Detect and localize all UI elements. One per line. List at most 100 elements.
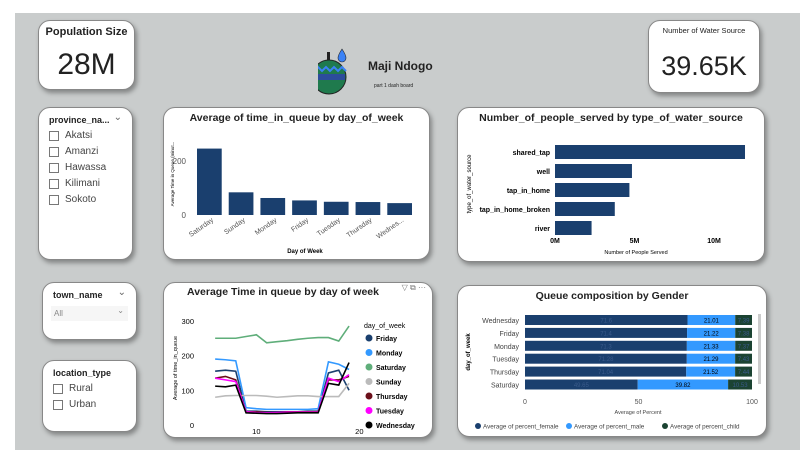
checkbox[interactable] [53, 383, 63, 394]
x-tick-label: 20 [355, 427, 363, 436]
checkbox[interactable] [49, 162, 59, 173]
bar-segment[interactable] [728, 379, 752, 390]
x-tick-label: Wednes... [376, 217, 406, 241]
series-line[interactable] [215, 358, 350, 411]
province-slicer[interactable]: province_na... ⌄ Akatsi Amanzi Hawassa Kili… [38, 107, 133, 260]
logo: Maji Ndogo part 1 dash board [311, 45, 448, 97]
scrollbar[interactable] [758, 314, 761, 384]
logo-subtitle: part 1 dash board [374, 83, 414, 89]
bar[interactable] [260, 197, 286, 215]
bar-segment[interactable] [525, 340, 687, 351]
option-label: Kilimani [65, 178, 101, 189]
bar-segment[interactable] [687, 315, 736, 325]
y-tick-label: river [535, 226, 550, 233]
town-slicer-title: town_name [53, 290, 103, 300]
checkbox[interactable] [53, 399, 63, 410]
y-tick-label: tap_in_home [507, 188, 550, 195]
bar[interactable] [555, 164, 632, 178]
bar[interactable] [555, 183, 630, 197]
slicer-option[interactable]: Sokoto [49, 194, 132, 205]
bar-segment[interactable] [735, 327, 752, 338]
checkbox[interactable] [49, 194, 59, 205]
town-slicer[interactable]: town_name ⌄ All ⌄ [42, 282, 137, 340]
data-label: 7.43 [738, 357, 750, 363]
bar-segment[interactable] [687, 327, 736, 338]
x-tick-label: 0 [523, 399, 527, 406]
water-source-label: Number of Water Source [662, 26, 746, 35]
checkbox[interactable] [49, 146, 59, 157]
x-axis-label: Day of Week [287, 249, 323, 255]
bar[interactable] [355, 202, 381, 215]
filter-icon[interactable]: ▽ [401, 283, 408, 292]
series-line[interactable] [215, 369, 350, 413]
location-slicer[interactable]: location_type Rural Urban [42, 360, 137, 432]
x-tick-label: 0M [550, 238, 560, 245]
more-options-icon[interactable]: ··· [418, 283, 426, 292]
population-label: Population Size [45, 26, 128, 38]
bar-segment[interactable] [686, 353, 736, 364]
bar[interactable] [555, 221, 592, 235]
slicer-option[interactable]: Rural [53, 383, 136, 394]
data-label: 7.37 [738, 344, 750, 350]
legend-marker [365, 421, 373, 429]
bar-segment[interactable] [735, 353, 752, 364]
bar-segment[interactable] [525, 379, 638, 390]
chevron-down-icon[interactable]: ⌄ [117, 287, 126, 298]
checkbox[interactable] [49, 130, 59, 141]
y-axis-label: day_of_week [466, 333, 472, 371]
bar-segment[interactable] [525, 315, 688, 325]
slicer-option[interactable]: Akatsi [49, 130, 132, 141]
bar-segment[interactable] [735, 340, 752, 351]
town-dropdown-value: All [54, 309, 63, 318]
legend-marker [475, 423, 481, 429]
data-label: 39.82 [675, 383, 691, 389]
bar[interactable] [555, 202, 615, 216]
series-line[interactable] [215, 325, 350, 344]
data-label: 71.04 [598, 370, 614, 376]
bar[interactable] [197, 148, 222, 215]
checkbox[interactable] [49, 178, 59, 189]
slicer-option[interactable]: Amanzi [49, 146, 132, 157]
bar[interactable] [387, 203, 412, 215]
legend-label: Average of percent_female [483, 424, 559, 431]
series-line[interactable] [215, 382, 350, 399]
legend-label: Tuesday [376, 409, 404, 416]
data-label: 7.38 [738, 331, 750, 337]
water-source-value: 39.65K [661, 51, 747, 81]
visual-header-icons: ▽ ⧉ ··· [402, 283, 426, 293]
town-dropdown[interactable]: All ⌄ [51, 306, 128, 321]
bar[interactable] [555, 145, 746, 159]
focus-mode-icon[interactable]: ⧉ [410, 283, 416, 292]
bar-segment[interactable] [686, 340, 736, 351]
bar[interactable] [323, 201, 349, 215]
gender-chart: Queue composition by Gender Wednesday 71.… [457, 285, 767, 437]
chevron-down-icon[interactable]: ⌄ [113, 112, 122, 123]
legend-marker [365, 392, 373, 400]
y-tick-label: tap_in_home_broken [480, 207, 550, 214]
x-axis-label: Number of People Served [604, 250, 667, 256]
bar-segment[interactable] [735, 315, 752, 325]
slicer-option[interactable]: Hawassa [49, 162, 132, 173]
series-line[interactable] [215, 374, 350, 414]
bar-segment[interactable] [735, 366, 752, 377]
slicer-option[interactable]: Urban [53, 399, 136, 410]
legend-title: day_of_week [364, 323, 406, 330]
x-tick-label: Saturday [188, 217, 215, 239]
chart-title: Average Time in queue by day of week [187, 286, 379, 298]
bar[interactable] [292, 200, 317, 215]
option-label: Amanzi [65, 146, 99, 157]
chart-title: Average of time_in_queue by day_of_week [189, 112, 404, 124]
bar-segment[interactable] [637, 379, 729, 390]
y-tick-label: Thursday [490, 370, 520, 377]
series-line[interactable] [215, 362, 350, 415]
bar-segment[interactable] [525, 327, 688, 338]
data-label: 71.4 [600, 331, 612, 337]
chart-title: Queue composition by Gender [535, 290, 689, 302]
slicer-option[interactable]: Kilimani [49, 178, 132, 189]
bar[interactable] [228, 192, 254, 215]
bar-segment[interactable] [686, 366, 736, 377]
bar-segment[interactable] [525, 353, 687, 364]
bar-segment[interactable] [525, 366, 687, 377]
x-tick-label: 50 [635, 399, 643, 406]
data-label: 71.6 [600, 319, 612, 325]
